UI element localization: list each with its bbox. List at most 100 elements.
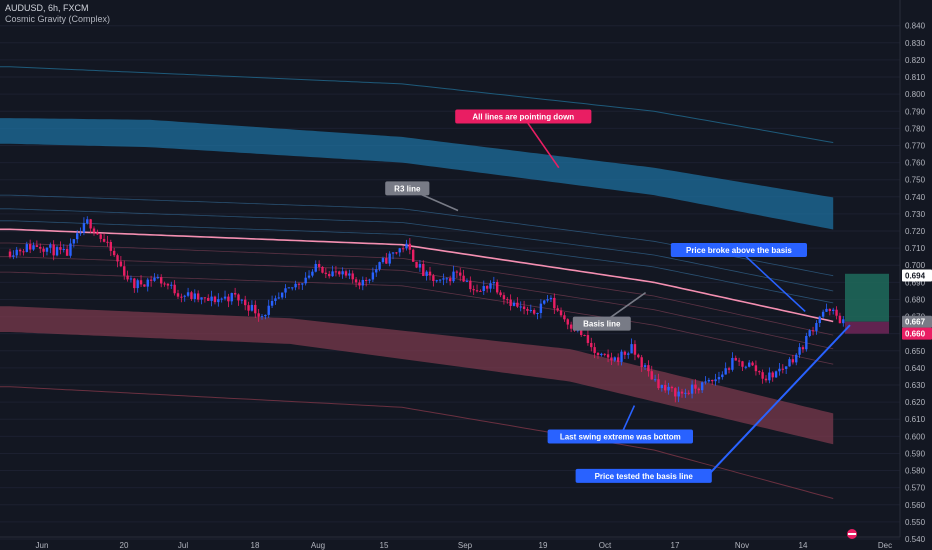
candle-body (815, 323, 818, 331)
candle-body (240, 299, 244, 301)
price-label-text: 0.667 (905, 318, 926, 327)
candle-body (358, 282, 361, 286)
annotation-text: Price broke above the basis (686, 246, 792, 255)
candle-body (697, 388, 700, 391)
candle-body (492, 282, 496, 284)
candle-body (600, 353, 603, 356)
price-tick-label: 0.540 (905, 535, 926, 544)
indicator-header: Cosmic Gravity (Complex) (5, 14, 111, 24)
candle-body (86, 219, 89, 224)
price-tick-label: 0.700 (905, 261, 926, 270)
candle-body (667, 386, 670, 391)
candle-body (630, 344, 633, 354)
candle-body (341, 271, 344, 275)
candle-body (173, 284, 176, 294)
candle-body (274, 298, 277, 301)
candle-body (606, 354, 610, 358)
candle-body (677, 391, 680, 397)
candle-body (166, 283, 170, 286)
candle-body (260, 316, 264, 318)
candle-body (388, 253, 391, 264)
candle-body (200, 297, 203, 300)
candle-body (106, 241, 109, 243)
candle-body (291, 287, 294, 289)
candle-body (126, 275, 129, 280)
candle-body (583, 334, 586, 336)
candle-body (748, 362, 751, 367)
price-tick-label: 0.580 (905, 467, 926, 476)
price-tick-label: 0.740 (905, 193, 926, 202)
candle-body (448, 278, 452, 282)
candle-body (522, 306, 526, 310)
candle-body (529, 310, 532, 312)
candle-body (825, 308, 828, 312)
candle-body (317, 263, 321, 267)
candle-body (99, 234, 102, 239)
candle-body (509, 299, 512, 306)
candle-body (223, 296, 227, 299)
upper-band (0, 118, 834, 230)
price-tick-label: 0.600 (905, 432, 926, 441)
price-label (902, 315, 932, 328)
candle-body (442, 278, 445, 280)
candle-body (643, 365, 647, 367)
price-tick-label: 0.640 (905, 364, 926, 373)
candle-body (506, 299, 509, 301)
candle-body (684, 392, 687, 394)
candle-body (207, 297, 210, 301)
candle-body (526, 309, 529, 311)
time-tick-label: Aug (311, 541, 325, 550)
candle-body (324, 272, 328, 274)
candle-body (835, 309, 838, 316)
candle-body (801, 347, 805, 350)
lower-channel-line (0, 271, 834, 365)
annotation-pointer (522, 116, 560, 169)
candle-body (580, 327, 583, 335)
candle-body (277, 297, 280, 299)
candle-body (139, 280, 143, 285)
annotation-text: Last swing extreme was bottom (560, 432, 681, 441)
candle-body (482, 286, 485, 292)
candle-body (559, 310, 563, 316)
price-tick-label: 0.590 (905, 449, 926, 458)
time-tick-label: 19 (539, 541, 548, 550)
candle-body (418, 264, 422, 268)
candle-body (764, 378, 768, 381)
price-tick-label: 0.550 (905, 518, 926, 527)
candle-body (707, 379, 711, 382)
time-tick-label: Nov (735, 541, 749, 550)
upper-channel-line (0, 208, 834, 292)
candle-body (489, 283, 492, 289)
annotation-box (455, 109, 592, 124)
candle-body (45, 247, 49, 252)
candle-body (203, 297, 207, 299)
candle-body (143, 284, 146, 287)
candle-body (751, 362, 754, 366)
candle-body (381, 258, 385, 263)
candle-body (412, 249, 415, 262)
candle-body (805, 335, 808, 350)
candle-body (821, 311, 825, 317)
candle-body (119, 261, 123, 267)
candle-body (136, 280, 139, 289)
candle-body (395, 252, 398, 254)
candle-body (287, 287, 291, 289)
candle-body (596, 352, 600, 356)
candle-body (55, 247, 59, 256)
candle-body (563, 315, 566, 320)
candle-body (193, 293, 196, 299)
candle-body (774, 371, 778, 378)
candle-body (25, 244, 28, 252)
candle-body (731, 357, 734, 370)
price-tick-label: 0.610 (905, 415, 926, 424)
candle-body (210, 296, 213, 301)
candle-body (284, 288, 287, 293)
candle-body (32, 245, 35, 250)
candle-body (428, 271, 432, 276)
candle-body (415, 261, 418, 268)
price-tick-label: 0.770 (905, 141, 926, 150)
candle-body (496, 282, 499, 293)
candle-body (687, 392, 690, 394)
